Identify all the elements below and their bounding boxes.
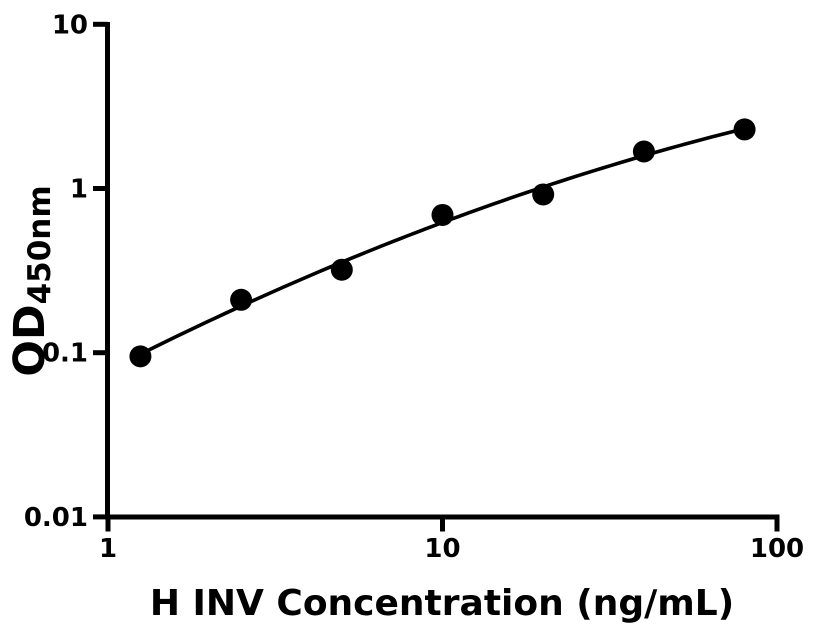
x-axis-title: H INV Concentration (ng/mL) [150,583,734,624]
data-point [532,183,555,206]
y-axis-title-main: OD [5,304,55,376]
plot-area: 1 10 100 10 1 0.1 0.01 [24,10,804,564]
data-point [733,118,756,141]
y-tick-label: 0.1 [42,339,88,369]
fit-curve [139,126,746,356]
data-point [230,288,253,311]
y-axis-title-subscript: 450nm [22,185,58,304]
y-tick-label: 10 [52,10,88,40]
y-tick-label: 1 [70,175,88,205]
x-tick-label: 1 [99,534,117,564]
data-point [129,345,152,368]
data-point [632,140,655,163]
y-axis-title: OD450nm [5,185,58,376]
x-tick-label: 10 [424,534,460,564]
y-tick-label: 0.01 [24,503,88,533]
data-point [330,258,353,281]
data-point [431,203,454,226]
x-tick-label: 100 [750,534,804,564]
